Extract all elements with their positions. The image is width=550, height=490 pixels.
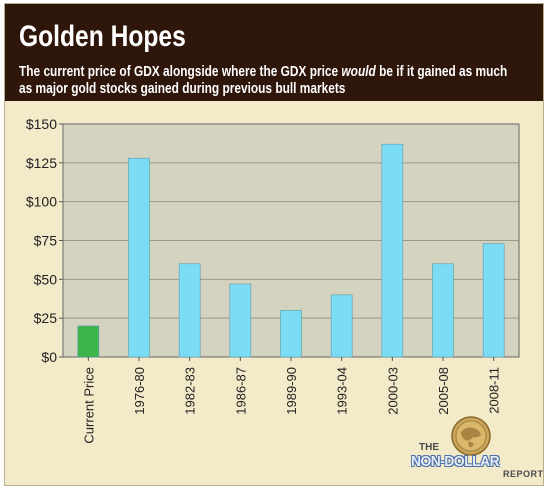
globe-coin-icon [451, 416, 491, 456]
bar-2005-08 [432, 263, 454, 358]
chart-header: Golden Hopes The current price of GDX al… [5, 4, 543, 101]
x-tick-label: Current Price [81, 367, 96, 444]
brand-name: NON-DOLLAR [411, 453, 500, 470]
x-tick-label: 1986-87 [233, 367, 248, 415]
bar-current-price [77, 325, 100, 358]
brand-the: THE [419, 442, 439, 453]
brand-report: REPORT [503, 469, 544, 479]
brand-logo: THE NON-DOLLAR REPORT [405, 416, 543, 484]
y-tick-label: $75 [34, 233, 58, 249]
bar-1976-80 [128, 157, 150, 358]
x-tick-label: 2008-11 [487, 367, 502, 414]
bar-1986-87 [229, 283, 252, 358]
y-tick-label: $150 [26, 116, 57, 132]
bar-2008-11 [482, 243, 505, 358]
y-tick-label: $0 [41, 349, 57, 365]
y-tick-label: $25 [34, 310, 58, 326]
subtitle-text-1: The current price of GDX alongside where… [19, 64, 342, 80]
x-tick-label: 1982-83 [183, 367, 198, 415]
x-tick-label: 2005-08 [436, 367, 451, 415]
x-tick-label: 1993-04 [335, 367, 350, 415]
x-tick-label: 1976-80 [132, 367, 147, 415]
y-tick-label: $50 [34, 271, 58, 287]
y-tick-label: $125 [26, 155, 57, 171]
bar-chart: $0 $25 $50 $75 $100 $125 $150 Current Price 1976… [26, 116, 520, 444]
subtitle-text-2: be if it gained as much as major gold st… [19, 64, 508, 97]
bar-2000-03 [381, 143, 404, 358]
x-tick-label: 2000-03 [385, 367, 400, 415]
x-tick-label: 1989-90 [284, 367, 299, 415]
bar-1993-04 [330, 294, 353, 358]
chart-title: Golden Hopes [19, 20, 186, 53]
bar-1982-83 [178, 263, 201, 358]
chart-subtitle: The current price of GDX alongside where… [19, 64, 511, 98]
y-tick-label: $100 [26, 194, 57, 210]
chart-frame: Golden Hopes The current price of GDX al… [4, 3, 544, 486]
subtitle-italic: would [341, 64, 376, 80]
bar-1989-90 [280, 310, 302, 358]
